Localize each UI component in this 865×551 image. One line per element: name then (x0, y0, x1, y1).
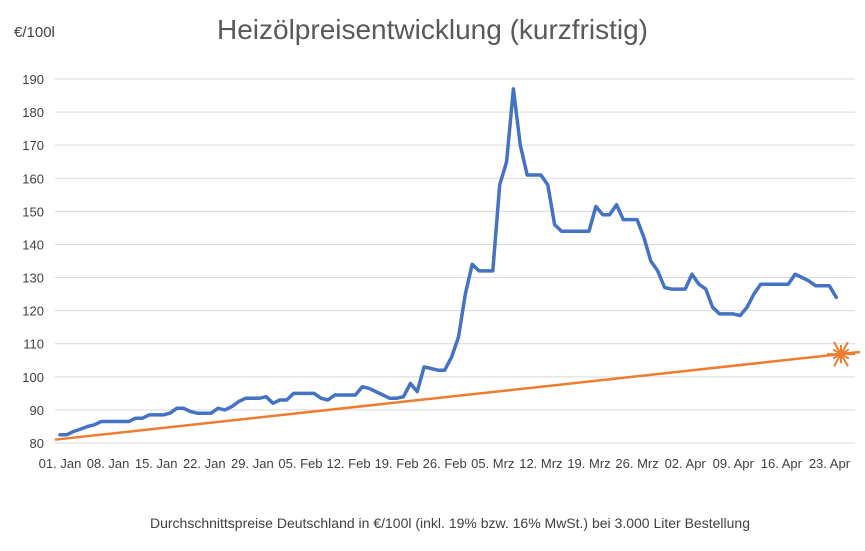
x-tick-label: 15. Jan (135, 456, 178, 471)
x-tick-label: 23. Apr (809, 456, 851, 471)
trend-end-marker (827, 341, 855, 367)
y-tick-label: 130 (22, 271, 44, 286)
x-tick-label: 19. Mrz (567, 456, 610, 471)
x-tick-label: 26. Feb (423, 456, 467, 471)
y-tick-label: 110 (23, 337, 44, 352)
y-tick-label: 140 (22, 237, 44, 252)
series-lines (54, 87, 861, 441)
x-tick-label: 01. Jan (39, 456, 82, 471)
x-tick-label: 05. Mrz (471, 456, 514, 471)
y-tick-label: 180 (22, 105, 44, 120)
grid-lines (55, 78, 855, 444)
x-tick-label: 26. Mrz (615, 456, 658, 471)
y-axis-label: €/100l (14, 24, 55, 41)
chart-title: Heizölpreisentwicklung (kurzfristig) (216, 14, 649, 45)
y-tick-label: 90 (30, 403, 44, 418)
x-tick-label: 09. Apr (713, 456, 755, 471)
y-tick-labels: 80 90 100 110 120 130 140 150 160 170 180 190 (22, 72, 44, 451)
x-tick-label: 02. Apr (665, 456, 707, 471)
x-tick-label: 05. Feb (278, 456, 322, 471)
x-tick-label: 29. Jan (231, 456, 274, 471)
x-tick-label: 22. Jan (183, 456, 226, 471)
y-tick-label: 80 (30, 436, 44, 451)
y-tick-label: 150 (22, 204, 44, 219)
x-tick-label: 12. Feb (326, 456, 370, 471)
y-tick-label: 120 (22, 304, 44, 319)
price-series-line (58, 87, 839, 437)
y-tick-label: 170 (22, 138, 44, 153)
x-tick-label: 08. Jan (87, 456, 130, 471)
y-tick-label: 100 (22, 370, 44, 385)
trend-line (54, 350, 861, 441)
chart-footnote: Durchschnittspreise Deutschland in €/100… (150, 515, 750, 531)
x-tick-labels: 01. Jan 08. Jan 15. Jan 22. Jan 29. Jan 05. F… (39, 456, 851, 471)
x-tick-label: 16. Apr (761, 456, 803, 471)
x-tick-label: 19. Feb (375, 456, 419, 471)
y-tick-label: 160 (22, 171, 44, 186)
x-tick-label: 12. Mrz (519, 456, 562, 471)
y-tick-label: 190 (22, 72, 44, 87)
